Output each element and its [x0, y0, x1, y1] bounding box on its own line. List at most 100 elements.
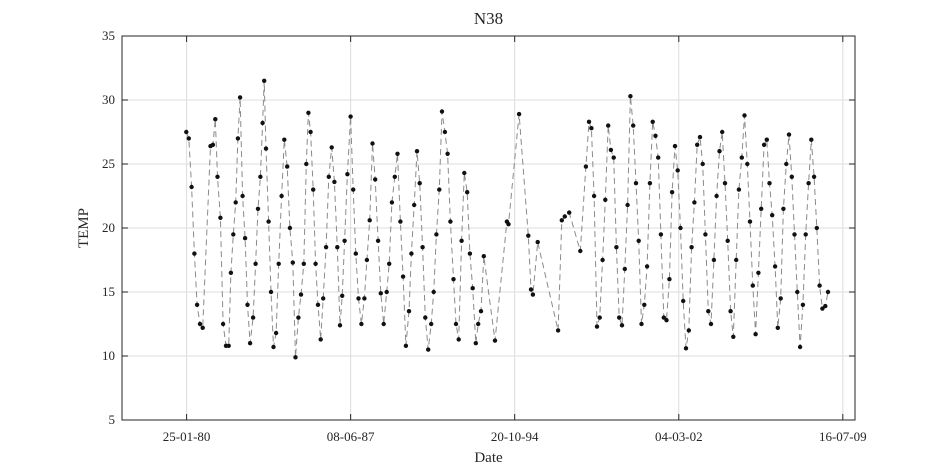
data-point — [313, 261, 318, 266]
data-point — [340, 293, 345, 298]
data-point — [800, 302, 806, 307]
data-point — [492, 338, 498, 343]
data-point — [445, 151, 450, 156]
data-point — [803, 232, 808, 237]
data-point — [237, 95, 243, 100]
data-point — [304, 161, 309, 167]
data-point — [589, 126, 594, 131]
data-point — [506, 222, 511, 227]
x-tick-label: 08-06-87 — [327, 429, 375, 444]
data-point — [451, 277, 456, 282]
data-point — [321, 296, 326, 301]
data-point — [220, 321, 226, 327]
data-point — [603, 197, 608, 202]
data-point — [306, 110, 311, 116]
data-point — [516, 111, 522, 117]
data-point — [717, 149, 722, 154]
data-point — [434, 232, 439, 237]
data-point — [678, 225, 683, 231]
data-point — [784, 161, 789, 167]
data-point — [759, 206, 764, 211]
data-point — [806, 181, 811, 186]
data-point — [681, 298, 686, 304]
data-point — [647, 181, 653, 186]
data-point — [669, 190, 675, 195]
data-point — [664, 318, 669, 323]
data-point — [672, 143, 678, 149]
data-point — [611, 155, 616, 160]
data-point — [708, 321, 714, 327]
data-point — [215, 174, 220, 179]
data-point — [213, 117, 218, 122]
data-point — [720, 129, 725, 135]
x-tick-label: 20-10-94 — [491, 429, 539, 444]
data-point — [210, 142, 216, 147]
data-point — [642, 302, 647, 307]
data-point — [526, 233, 531, 238]
data-point — [429, 321, 434, 327]
data-point — [337, 323, 343, 328]
data-point — [389, 200, 395, 205]
data-point — [285, 164, 290, 169]
data-point — [335, 245, 340, 250]
data-point — [400, 274, 406, 279]
data-point — [233, 200, 238, 205]
data-point — [820, 306, 825, 311]
data-point — [351, 187, 356, 192]
data-point — [228, 270, 234, 275]
data-point — [342, 238, 347, 243]
data-point — [667, 277, 672, 282]
series-line — [185, 80, 829, 358]
data-point — [348, 114, 353, 119]
data-point — [315, 302, 321, 307]
data-point — [226, 343, 231, 348]
data-point — [631, 123, 636, 128]
data-point — [247, 341, 253, 346]
data-point — [442, 129, 448, 135]
data-point — [617, 315, 622, 320]
data-point — [192, 251, 197, 256]
data-point — [722, 181, 728, 186]
data-point — [448, 219, 453, 224]
data-point — [792, 232, 797, 237]
data-point — [268, 289, 274, 295]
data-point — [311, 187, 316, 192]
data-point — [381, 321, 386, 327]
data-point — [296, 315, 301, 320]
data-point — [797, 344, 803, 350]
data-point — [260, 120, 265, 126]
x-tick-label: 16-07-09 — [819, 429, 867, 444]
data-point — [636, 238, 641, 243]
data-point — [373, 177, 378, 182]
data-point — [301, 261, 306, 266]
data-point — [318, 337, 323, 342]
x-tick-label: 25-01-80 — [163, 429, 211, 444]
y-tick-label: 10 — [102, 348, 115, 363]
data-point — [431, 289, 436, 295]
data-point — [767, 181, 772, 186]
data-point — [308, 129, 313, 135]
data-point — [412, 202, 417, 208]
data-point — [323, 245, 329, 250]
data-point — [594, 324, 600, 329]
data-point — [273, 330, 279, 336]
data-point — [282, 137, 287, 142]
data-point — [184, 129, 189, 135]
data-point — [465, 190, 470, 195]
data-point — [559, 218, 564, 223]
data-point — [245, 302, 250, 307]
data-point — [398, 219, 403, 224]
data-point — [597, 315, 602, 320]
data-point — [200, 325, 205, 330]
data-point — [739, 155, 744, 160]
data-point — [742, 113, 747, 118]
data-point — [775, 325, 780, 330]
data-point — [242, 236, 248, 241]
data-point — [578, 248, 583, 254]
data-point — [290, 260, 295, 265]
data-point — [781, 206, 786, 211]
data-point — [736, 187, 742, 192]
data-point — [689, 245, 694, 250]
data-point — [825, 289, 831, 295]
y-tick-label: 25 — [102, 156, 115, 171]
